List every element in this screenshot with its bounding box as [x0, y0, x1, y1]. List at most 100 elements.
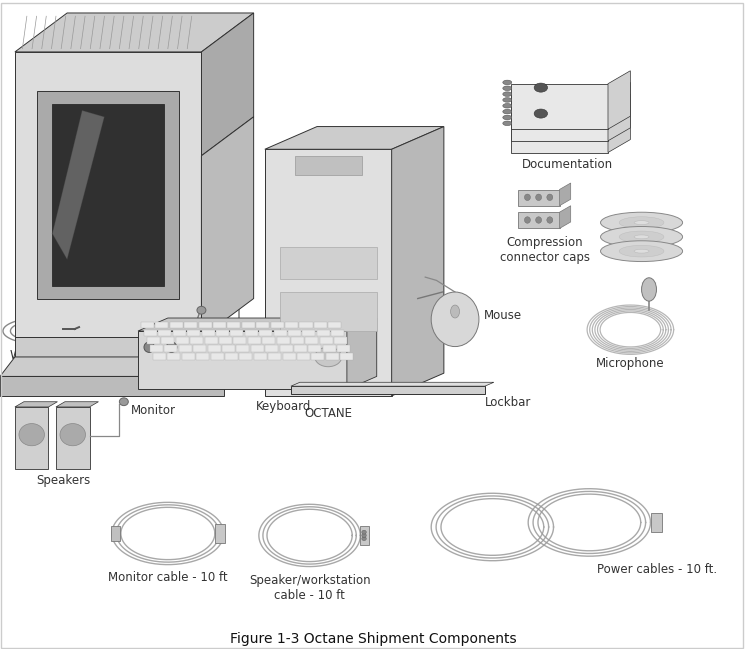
Bar	[297, 353, 310, 360]
Polygon shape	[138, 318, 377, 331]
Ellipse shape	[362, 533, 366, 537]
Bar	[201, 330, 215, 336]
Polygon shape	[216, 524, 225, 543]
Bar	[265, 345, 278, 352]
Bar	[155, 322, 169, 328]
Polygon shape	[291, 386, 485, 394]
Bar	[288, 330, 301, 336]
Polygon shape	[280, 247, 377, 279]
Polygon shape	[15, 52, 201, 337]
Polygon shape	[138, 331, 347, 389]
Polygon shape	[201, 13, 254, 156]
Bar	[328, 322, 342, 328]
Polygon shape	[518, 212, 560, 228]
Bar	[176, 337, 189, 344]
Bar	[216, 330, 229, 336]
Ellipse shape	[503, 103, 512, 108]
Polygon shape	[511, 95, 608, 141]
Bar	[302, 330, 316, 336]
Bar	[158, 330, 172, 336]
Bar	[233, 337, 246, 344]
Bar	[239, 353, 252, 360]
Bar	[173, 330, 186, 336]
Ellipse shape	[634, 249, 649, 253]
Bar	[317, 330, 330, 336]
Polygon shape	[265, 149, 392, 396]
Bar	[311, 353, 325, 360]
Polygon shape	[608, 71, 630, 129]
Bar	[340, 353, 354, 360]
Polygon shape	[392, 127, 444, 396]
Ellipse shape	[601, 212, 683, 233]
Polygon shape	[111, 526, 120, 541]
Polygon shape	[347, 318, 377, 389]
Bar	[141, 322, 154, 328]
Bar	[228, 322, 240, 328]
Bar	[245, 330, 258, 336]
Text: Compression
connector caps: Compression connector caps	[500, 236, 589, 264]
Bar	[147, 337, 160, 344]
Ellipse shape	[166, 342, 177, 352]
Polygon shape	[291, 382, 494, 386]
Polygon shape	[280, 292, 377, 331]
Bar	[207, 345, 221, 352]
Polygon shape	[56, 402, 98, 407]
Ellipse shape	[19, 424, 45, 446]
Ellipse shape	[503, 86, 512, 90]
Bar	[305, 337, 319, 344]
Polygon shape	[201, 117, 254, 337]
Bar	[334, 337, 348, 344]
Text: Speaker/workstation
cable - 10 ft: Speaker/workstation cable - 10 ft	[248, 574, 371, 602]
Ellipse shape	[601, 227, 683, 247]
Ellipse shape	[536, 217, 542, 223]
Bar	[320, 337, 333, 344]
Polygon shape	[0, 357, 224, 376]
Ellipse shape	[431, 292, 479, 347]
Ellipse shape	[197, 306, 206, 314]
Bar	[225, 353, 238, 360]
Ellipse shape	[547, 194, 553, 201]
Ellipse shape	[619, 231, 664, 243]
Polygon shape	[52, 104, 164, 286]
Ellipse shape	[619, 245, 664, 257]
Text: Figure 1-3 Octane Shipment Components: Figure 1-3 Octane Shipment Components	[230, 631, 516, 646]
Bar	[231, 330, 243, 336]
Bar	[198, 322, 212, 328]
Bar	[184, 322, 197, 328]
Ellipse shape	[634, 235, 649, 239]
Polygon shape	[265, 127, 444, 149]
Polygon shape	[15, 407, 48, 469]
Ellipse shape	[536, 194, 542, 201]
Ellipse shape	[451, 305, 460, 318]
Ellipse shape	[642, 278, 656, 301]
Bar	[256, 322, 269, 328]
Text: Wriststrap: Wriststrap	[10, 349, 71, 362]
Bar	[236, 345, 249, 352]
Bar	[190, 337, 203, 344]
Polygon shape	[651, 513, 662, 532]
Bar	[182, 353, 195, 360]
Text: Microphone: Microphone	[596, 357, 665, 370]
Text: OCTANE: OCTANE	[304, 407, 352, 420]
Polygon shape	[518, 190, 560, 206]
Polygon shape	[511, 107, 608, 153]
Polygon shape	[56, 407, 90, 469]
Polygon shape	[560, 183, 571, 206]
Bar	[326, 353, 339, 360]
Bar	[144, 330, 157, 336]
Ellipse shape	[144, 342, 154, 352]
Polygon shape	[560, 206, 571, 228]
Bar	[262, 337, 275, 344]
Text: Speakers: Speakers	[37, 474, 90, 487]
Ellipse shape	[503, 116, 512, 119]
Bar	[193, 345, 206, 352]
Bar	[210, 353, 224, 360]
Bar	[283, 353, 295, 360]
Bar	[299, 322, 313, 328]
Ellipse shape	[60, 424, 86, 446]
Polygon shape	[360, 526, 369, 545]
Text: CDs: CDs	[630, 246, 653, 259]
Polygon shape	[15, 402, 57, 407]
Bar	[331, 330, 345, 336]
Bar	[294, 345, 307, 352]
